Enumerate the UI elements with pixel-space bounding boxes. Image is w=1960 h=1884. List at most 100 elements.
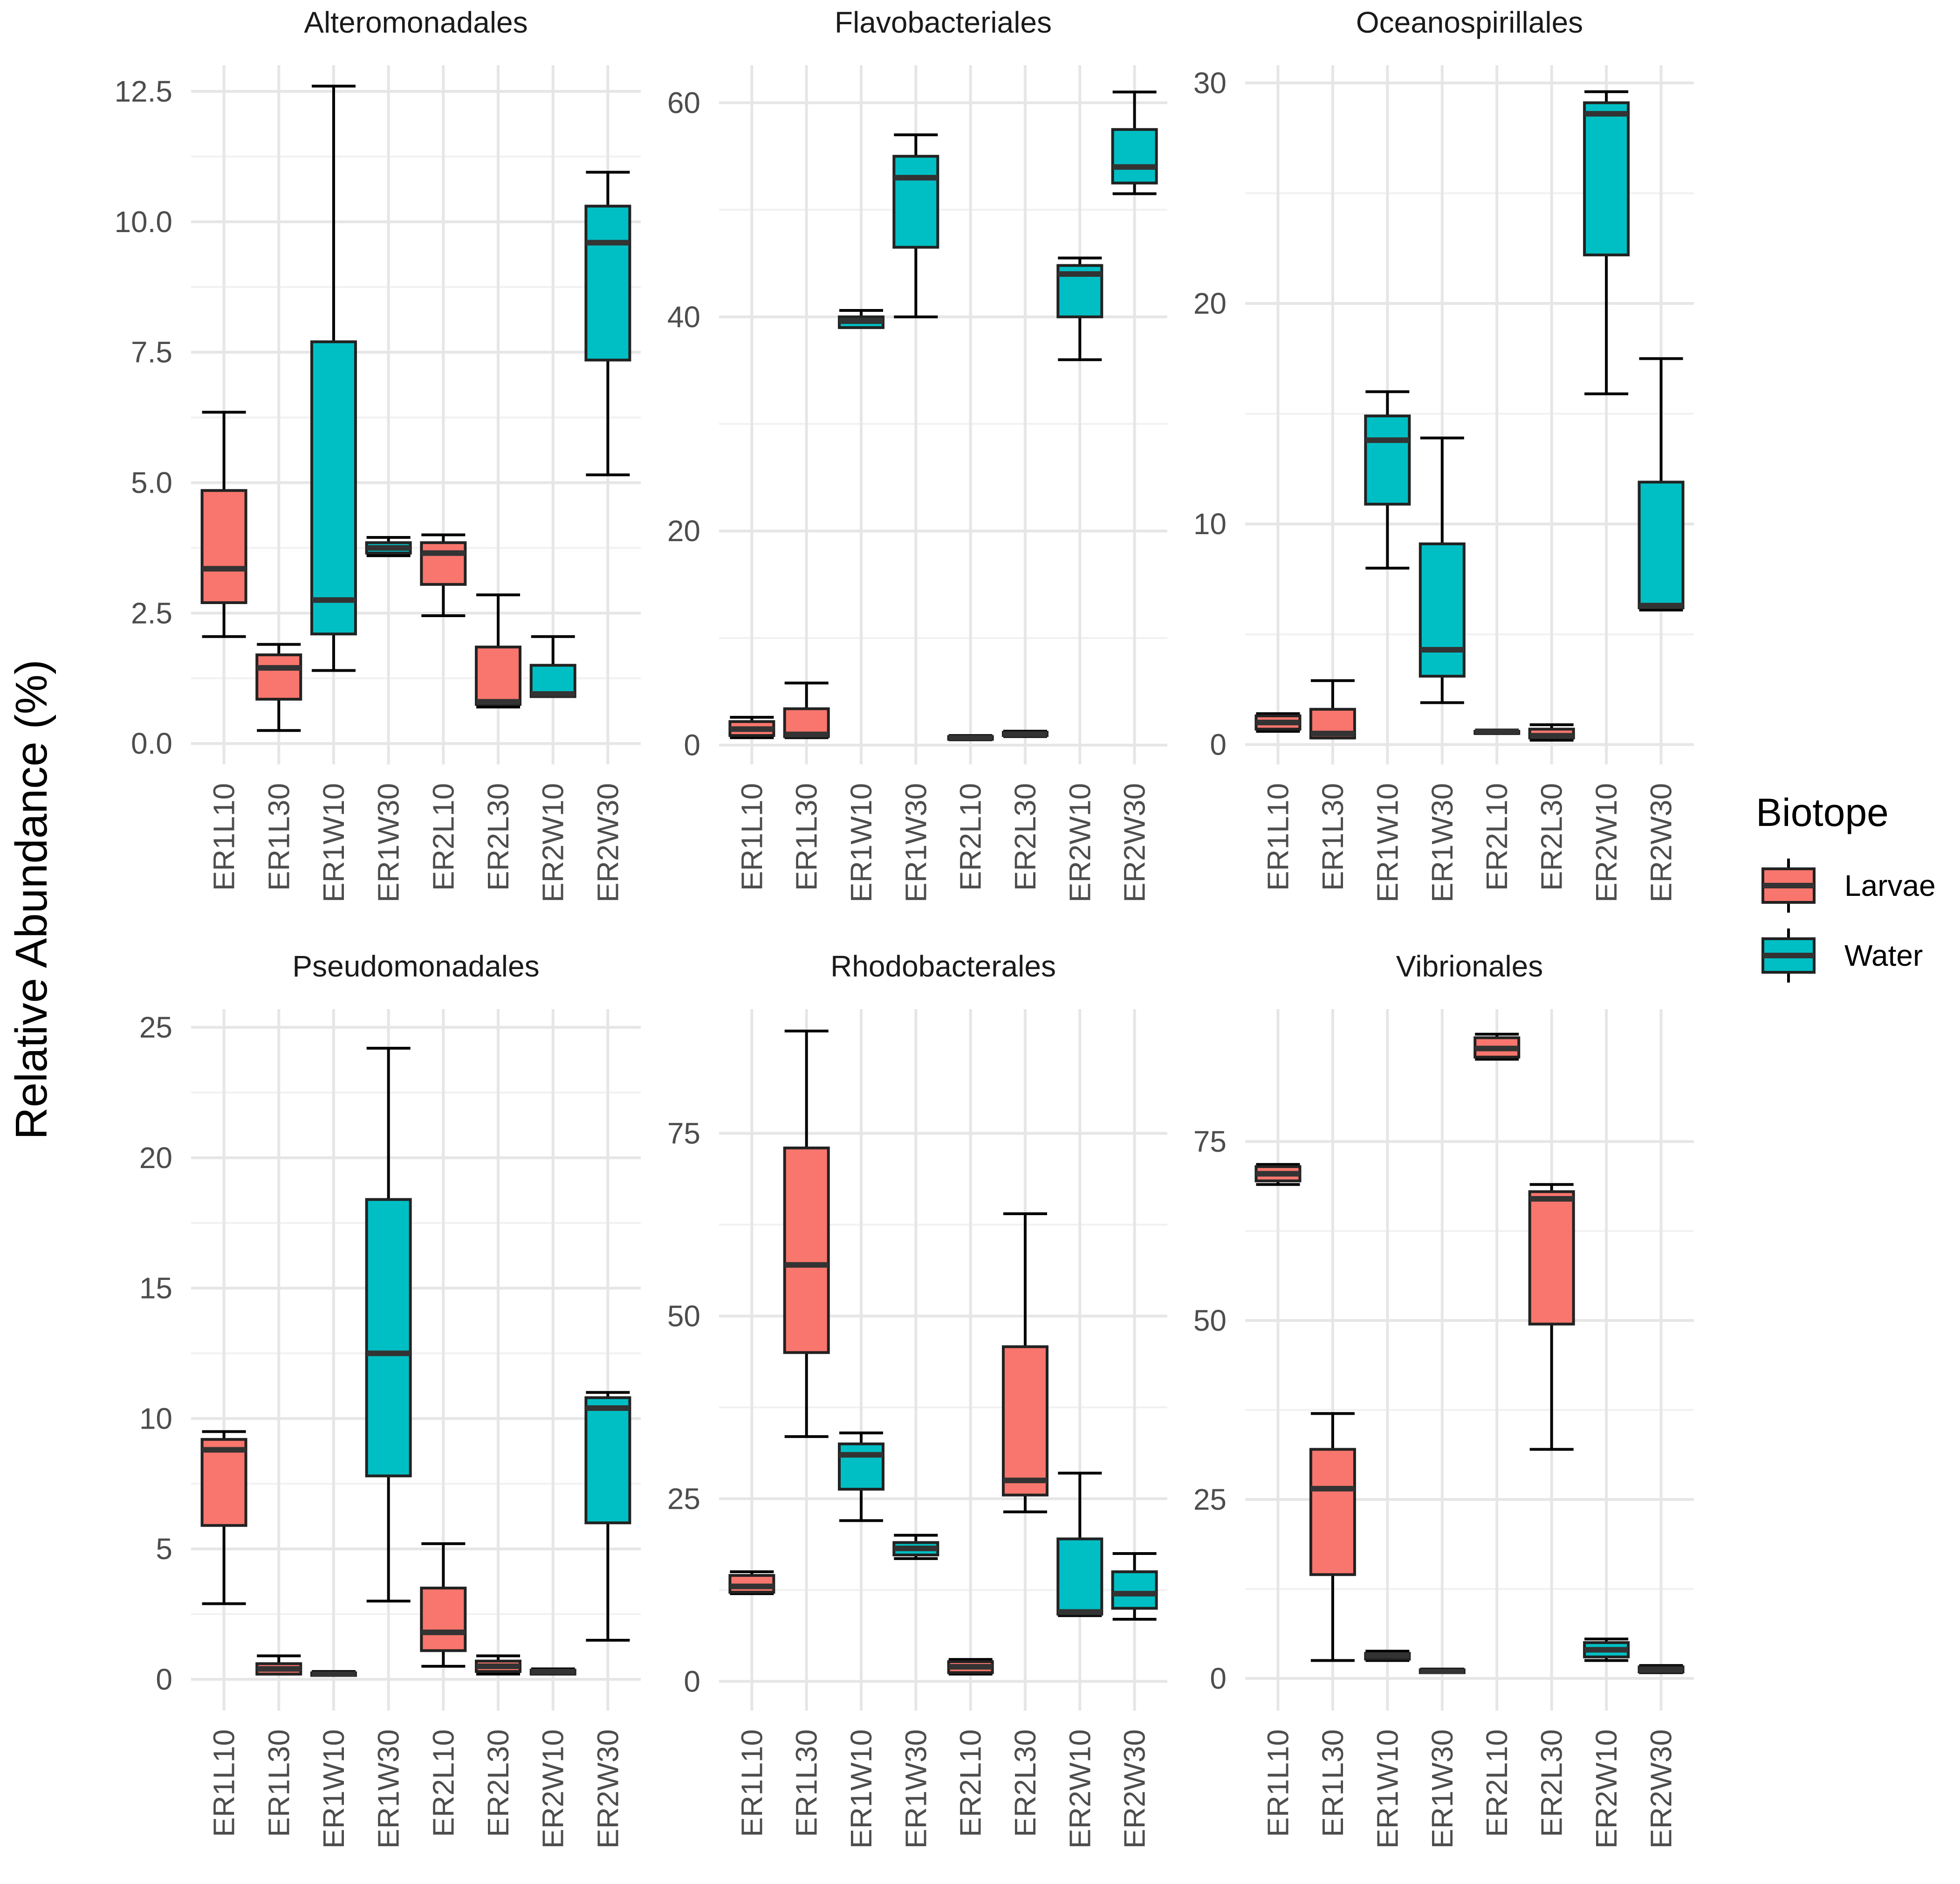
- x-tick-label: ER2L10: [1480, 1729, 1514, 1837]
- panel-flavobacteriales: Flavobacteriales 0 20 40 60 ER1L10 ER1L30 ER1W1…: [667, 6, 1167, 902]
- box-iqr: [1638, 481, 1685, 610]
- y-tick-label: 15: [139, 1272, 172, 1305]
- box-er1l30: [1309, 679, 1356, 740]
- y-tick-label: 30: [1193, 66, 1227, 100]
- box-iqr: [892, 155, 939, 249]
- x-tick-label: ER2L30: [1008, 1729, 1042, 1837]
- x-tick-label: ER1W30: [1425, 783, 1459, 902]
- box-iqr: [475, 646, 522, 706]
- panel-rhodobacterales: Rhodobacterales 0 25 50 75 ER1L10 ER1L30 ER1W10…: [667, 949, 1167, 1849]
- x-tick-label: ER1W30: [372, 783, 405, 902]
- panel-title: Oceanospirillales: [1356, 6, 1583, 39]
- x-tick-label: ER2L10: [954, 783, 987, 891]
- box-iqr: [1528, 1190, 1575, 1326]
- legend: Biotope Larvae Water: [1756, 791, 1936, 983]
- x-tick-label: ER1W30: [899, 783, 932, 902]
- box-er2l10: [947, 734, 994, 742]
- box-er2w10: [529, 635, 576, 698]
- box-iqr: [1364, 414, 1411, 506]
- x-tick-label: ER2W10: [1063, 1729, 1097, 1849]
- box-iqr: [584, 205, 631, 362]
- x-tick-label: ER2W30: [1645, 1729, 1678, 1849]
- box-er2l30: [475, 1654, 522, 1676]
- x-tick-label: ER1W30: [1425, 1729, 1459, 1849]
- box-iqr: [783, 1146, 830, 1354]
- box-iqr: [1419, 542, 1466, 678]
- legend-title: Biotope: [1756, 791, 1889, 834]
- box-iqr: [1111, 128, 1158, 185]
- y-tick-label: 25: [139, 1011, 172, 1044]
- box-er2l30: [1001, 1212, 1049, 1513]
- x-tick-label: ER2W30: [1118, 783, 1151, 902]
- panel-vibrionales: Vibrionales 0 25 50 75 ER1L10 ER1L30 ER1W10 ER1W…: [1193, 949, 1694, 1849]
- x-tick-label: ER2L30: [1008, 783, 1042, 891]
- box-er1w30: [1419, 436, 1466, 704]
- panel-title: Vibrionales: [1396, 949, 1543, 983]
- x-tick-label: ER1L10: [207, 783, 241, 891]
- x-tick-label: ER2W30: [591, 783, 624, 902]
- x-tick-label: ER2W30: [1645, 783, 1678, 902]
- y-tick-label: 25: [1193, 1483, 1227, 1516]
- y-tick-label: 0: [684, 1664, 700, 1698]
- box-iqr: [310, 340, 357, 636]
- box-er2w10: [529, 1667, 576, 1676]
- box-er1w30: [892, 133, 939, 318]
- legend-item-water: Water: [1761, 928, 1923, 983]
- box-iqr: [200, 489, 247, 604]
- box-er2l10: [1473, 729, 1521, 735]
- box-iqr: [838, 1442, 885, 1491]
- box-iqr: [200, 1438, 247, 1527]
- box-er1l10: [200, 411, 247, 638]
- x-tick-label: ER2W10: [1063, 783, 1097, 902]
- panel-pseudomonadales: Pseudomonadales 0 5 10 15 20 25 ER1L10 ER1L30 ER1…: [139, 949, 641, 1849]
- x-tick-label: ER1L10: [207, 1729, 241, 1837]
- y-tick-label: 0: [1210, 728, 1227, 761]
- x-tick-label: ER1L10: [1261, 1729, 1295, 1837]
- box-er1w30: [365, 536, 412, 557]
- panel-title: Rhodobacterales: [830, 949, 1056, 983]
- box-er2w30: [1111, 1552, 1158, 1621]
- box-er2w30: [584, 1391, 631, 1642]
- box-er1w10: [838, 1431, 885, 1522]
- x-tick-label: ER2L10: [426, 1729, 460, 1837]
- legend-label: Water: [1844, 939, 1923, 972]
- y-tick-label: 50: [1193, 1304, 1227, 1337]
- box-er2l30: [1001, 729, 1049, 738]
- panel-oceanospirillales: Oceanospirillales 0 10 20 30 ER1L10 ER1L30 ER1W…: [1193, 6, 1694, 902]
- y-tick-label: 0: [156, 1663, 172, 1696]
- y-tick-label: 12.5: [114, 75, 172, 108]
- box-er1l10: [1254, 1163, 1302, 1186]
- box-er2w30: [1111, 90, 1158, 195]
- box-er1l10: [1254, 712, 1302, 733]
- x-tick-label: ER2L30: [481, 1729, 515, 1837]
- y-tick-label: 5: [156, 1532, 172, 1566]
- box-er2w10: [1056, 1471, 1103, 1617]
- box-er2l30: [1528, 1183, 1575, 1451]
- box-er2w30: [1638, 1664, 1685, 1674]
- y-tick-label: 10.0: [114, 205, 172, 239]
- x-tick-label: ER2L30: [1535, 783, 1569, 891]
- box-iqr: [365, 1198, 412, 1478]
- box-er1w30: [1419, 1667, 1466, 1674]
- y-tick-label: 5.0: [131, 466, 172, 500]
- x-tick-label: ER2W30: [1118, 1729, 1151, 1849]
- box-er1w10: [838, 309, 885, 329]
- box-iqr: [420, 541, 467, 586]
- box-iqr: [1583, 101, 1630, 256]
- box-er1l30: [783, 681, 830, 739]
- box-er2w10: [1583, 90, 1630, 396]
- panel-title: Flavobacteriales: [835, 6, 1052, 39]
- box-er1l30: [255, 1654, 302, 1676]
- x-tick-label: ER1L30: [1316, 783, 1350, 891]
- y-tick-label: 40: [667, 300, 700, 334]
- y-tick-label: 0: [1210, 1662, 1227, 1695]
- box-er2l10: [420, 533, 467, 617]
- box-er1w10: [310, 84, 357, 672]
- box-er2l30: [1528, 723, 1575, 742]
- x-tick-label: ER2L10: [954, 1729, 987, 1837]
- x-tick-label: ER2W10: [536, 783, 570, 902]
- box-iqr: [255, 653, 302, 701]
- box-iqr: [1001, 1345, 1049, 1497]
- box-er2w30: [584, 171, 631, 476]
